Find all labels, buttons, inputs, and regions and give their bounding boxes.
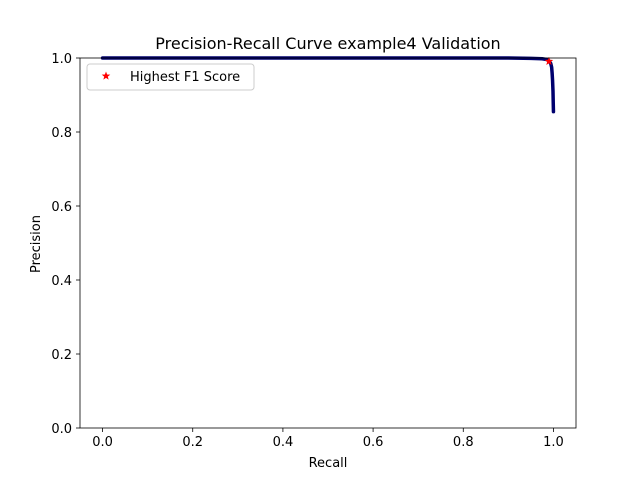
- y-axis-ticks: 0.0 0.2 0.4 0.6 0.8 1.0: [51, 52, 80, 437]
- x-tick-label: 0.4: [273, 435, 294, 450]
- y-tick-label: 0.0: [51, 422, 72, 437]
- y-tick-label: 0.8: [51, 126, 72, 141]
- axes-frame: [79, 57, 577, 429]
- y-axis-label: Precision: [29, 215, 44, 273]
- x-tick-label: 1.0: [543, 435, 564, 450]
- y-tick-label: 1.0: [51, 52, 72, 67]
- x-tick-label: 0.8: [453, 435, 474, 450]
- legend-star-marker-icon: [101, 71, 111, 80]
- legend-box: [86, 63, 255, 91]
- x-tick-label: 0.6: [363, 435, 384, 450]
- y-tick-label: 0.2: [51, 348, 72, 363]
- y-tick-label: 0.6: [51, 200, 72, 215]
- marker-layer: [544, 56, 554, 65]
- x-axis-ticks: 0.0 0.2 0.4 0.6 0.8 1.0: [92, 428, 564, 450]
- x-tick-label: 0.2: [182, 435, 203, 450]
- y-tick-label: 0.4: [51, 274, 72, 289]
- chart-title: Precision-Recall Curve example4 Validati…: [155, 34, 500, 53]
- x-tick-label: 0.0: [92, 435, 113, 450]
- legend: Highest F1 Score: [86, 63, 255, 91]
- plot-area: [80, 58, 576, 428]
- legend-entry-label: Highest F1 Score: [130, 70, 240, 85]
- highest-f1-star-point: [544, 56, 554, 65]
- x-axis-label: Recall: [309, 456, 348, 471]
